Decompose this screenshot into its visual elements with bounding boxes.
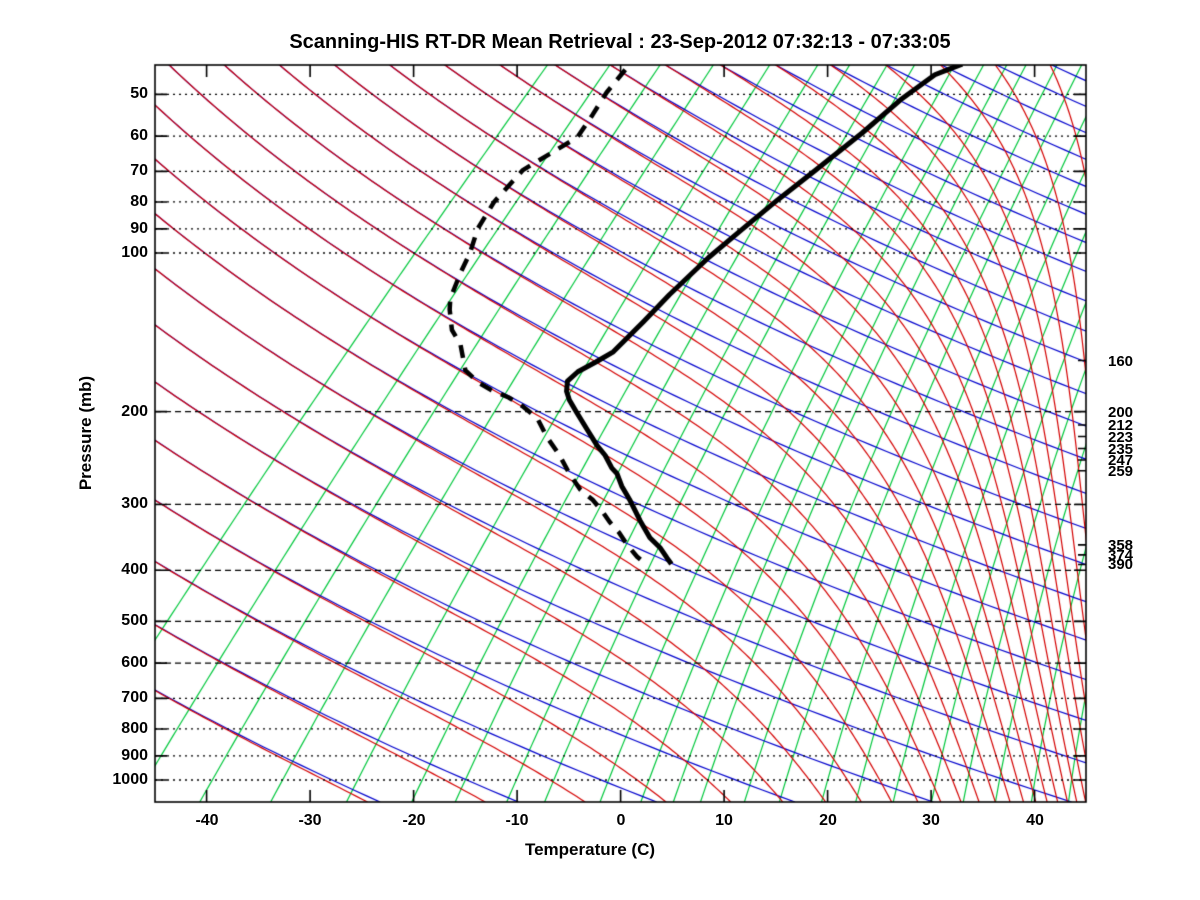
pressure-tick-label-800: 800 [121, 720, 148, 737]
pressure-tick-label-700: 700 [121, 689, 148, 706]
pressure-tick-label-900: 900 [121, 747, 148, 764]
pressure-tick-label-300: 300 [121, 495, 148, 512]
pressure-tick-label-500: 500 [121, 612, 148, 629]
right-level-label-212: 212 [1108, 417, 1134, 434]
chart-title: Scanning-HIS RT-DR Mean Retrieval : 23-S… [289, 31, 951, 53]
right-level-label-358: 358 [1108, 537, 1134, 554]
temperature-tick-label-0: 0 [616, 812, 626, 829]
pressure-tick-label-1000: 1000 [112, 771, 148, 788]
pressure-tick-label-100: 100 [121, 244, 148, 261]
pressure-tick-label-400: 400 [121, 561, 148, 578]
temperature-tick-label-10: 10 [715, 812, 733, 829]
right-level-label-235: 235 [1108, 441, 1134, 458]
right-level-label-247: 247 [1108, 452, 1134, 469]
temperature-tick-label--20: -20 [402, 812, 426, 829]
pressure-tick-label-60: 60 [130, 127, 148, 144]
pressure-tick-label-50: 50 [130, 85, 148, 102]
right-level-label-223: 223 [1108, 429, 1134, 446]
temperature-tick-label--10: -10 [505, 812, 529, 829]
temperature-tick-label--40: -40 [195, 812, 219, 829]
pressure-tick-label-600: 600 [121, 654, 148, 671]
temperature-tick-label--30: -30 [298, 812, 322, 829]
pressure-tick-label-70: 70 [130, 162, 148, 179]
right-level-label-160: 160 [1108, 353, 1134, 370]
right-level-label-200: 200 [1108, 404, 1134, 421]
x-axis-label: Temperature (C) [524, 840, 656, 859]
temperature-tick-label-30: 30 [922, 812, 940, 829]
pressure-tick-label-80: 80 [130, 193, 148, 210]
pressure-tick-label-200: 200 [121, 403, 148, 420]
temperature-tick-label-40: 40 [1026, 812, 1044, 829]
right-level-label-374: 374 [1108, 547, 1134, 564]
y-axis-label: Pressure (mb) [76, 375, 95, 491]
right-level-label-390: 390 [1108, 556, 1134, 573]
pressure-tick-label-90: 90 [130, 220, 148, 237]
temperature-tick-label-20: 20 [819, 812, 837, 829]
right-level-label-259: 259 [1108, 463, 1134, 480]
